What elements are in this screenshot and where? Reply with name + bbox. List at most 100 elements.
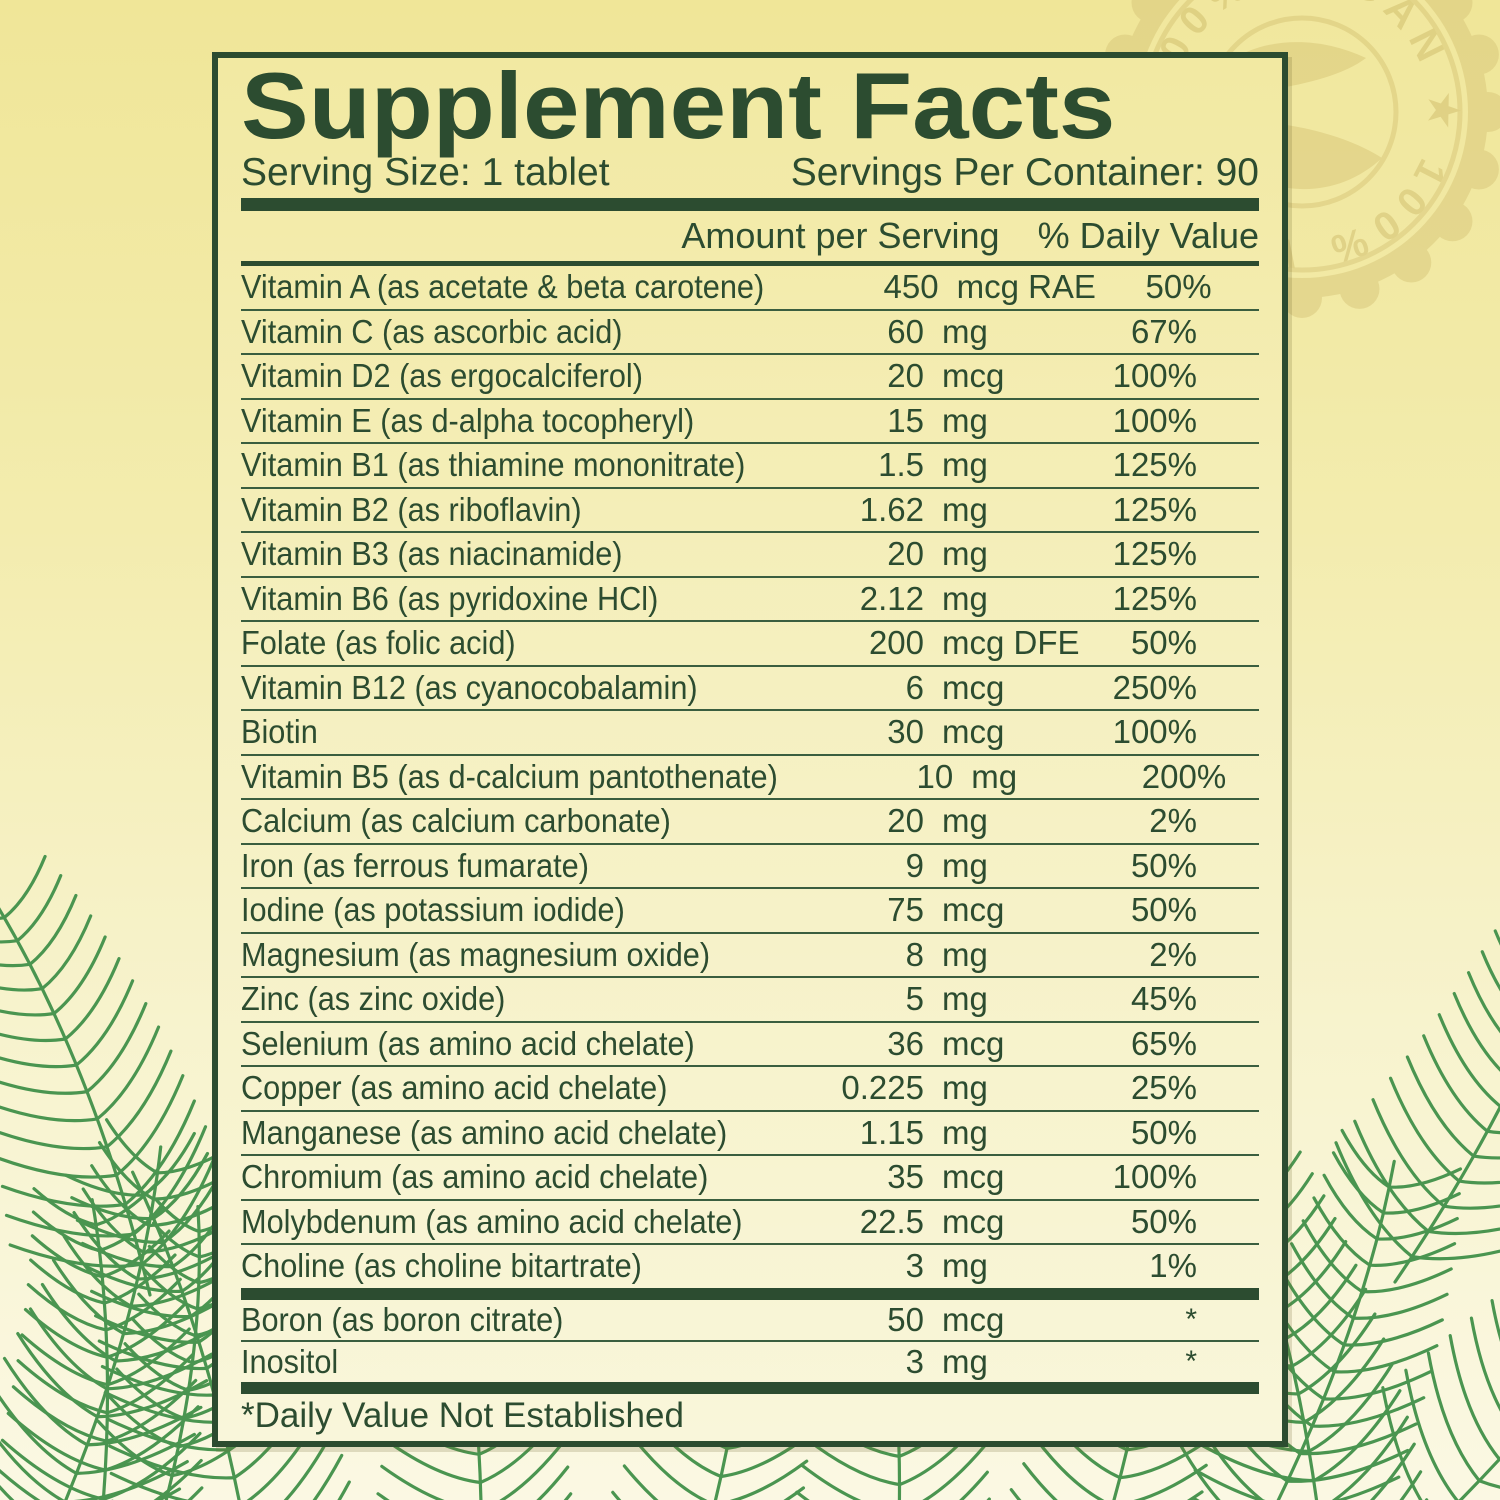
ingredient-daily-value: 100% bbox=[1112, 1158, 1197, 1196]
ingredient-amount: 3 bbox=[905, 1342, 924, 1380]
ingredient-amount: 20 bbox=[887, 535, 924, 573]
ingredient-daily-value: 125% bbox=[1112, 490, 1197, 528]
thick-divider bbox=[241, 1287, 1259, 1300]
table-row: Vitamin B6 (as pyridoxine HCl) 2.12 mg 125% bbox=[241, 575, 1259, 621]
ingredient-unit: mg bbox=[971, 757, 1018, 795]
ingredient-unit: mg bbox=[942, 846, 988, 884]
ingredient-name: Vitamin A (as acetate & beta carotene) bbox=[241, 268, 765, 306]
ingredient-amount: 75 bbox=[887, 891, 924, 929]
ingredient-daily-value: 45% bbox=[1130, 980, 1197, 1018]
serving-info: Serving Size: 1 tablet Servings Per Cont… bbox=[241, 148, 1259, 198]
ingredient-amount: 450 bbox=[883, 268, 939, 306]
table-row: Manganese (as amino acid chelate) 1.15 mg 5… bbox=[241, 1109, 1259, 1155]
ingredient-unit: mg bbox=[942, 579, 988, 617]
ingredient-name: Iodine (as potassium iodide) bbox=[241, 891, 625, 929]
table-row: Boron (as boron citrate) 50 mcg * bbox=[241, 1300, 1259, 1340]
table-row: Copper (as amino acid chelate) 0.225 mg 25% bbox=[241, 1065, 1259, 1110]
ingredient-name: Vitamin B1 (as thiamine mononitrate) bbox=[241, 446, 746, 484]
ingredient-unit: mcg bbox=[942, 713, 1005, 751]
ingredient-name: Choline (as choline bitartrate) bbox=[241, 1247, 642, 1285]
ingredient-unit: mg bbox=[942, 312, 988, 350]
ingredient-unit: mg bbox=[942, 1247, 988, 1285]
ingredient-amount: 35 bbox=[887, 1158, 924, 1196]
ingredient-daily-value: 250% bbox=[1112, 668, 1197, 706]
ingredient-name: Molybdenum (as amino acid chelate) bbox=[241, 1202, 743, 1240]
ingredient-amount: 0.225 bbox=[841, 1069, 924, 1107]
footnote-ingredient-table: Boron (as boron citrate) 50 mcg * Inositol 3 m… bbox=[241, 1300, 1259, 1382]
ingredient-name: Magnesium (as magnesium oxide) bbox=[241, 935, 711, 973]
ingredient-amount: 6 bbox=[905, 668, 924, 706]
ingredient-unit: mg bbox=[942, 1113, 988, 1151]
ingredient-amount: 20 bbox=[887, 357, 924, 395]
table-row: Chromium (as amino acid chelate) 35 mcg 100… bbox=[241, 1154, 1259, 1199]
ingredient-unit: mcg RAE bbox=[956, 268, 1096, 306]
ingredient-name: Selenium (as amino acid chelate) bbox=[241, 1024, 695, 1062]
ingredient-name: Chromium (as amino acid chelate) bbox=[241, 1158, 709, 1196]
table-row: Iodine (as potassium iodide) 75 mcg 50% bbox=[241, 887, 1259, 932]
table-row: Calcium (as calcium carbonate) 20 mg 2% bbox=[241, 798, 1259, 843]
table-row: Biotin 30 mcg 100% bbox=[241, 709, 1259, 754]
ingredient-amount: 1.15 bbox=[859, 1113, 924, 1151]
ingredient-name: Iron (as ferrous fumarate) bbox=[241, 846, 589, 884]
ingredient-daily-value: 125% bbox=[1112, 579, 1197, 617]
ingredient-unit: mg bbox=[942, 935, 988, 973]
ingredient-daily-value: 100% bbox=[1112, 357, 1197, 395]
ingredient-daily-value: 50% bbox=[1130, 1113, 1197, 1151]
ingredient-unit: mcg bbox=[942, 1158, 1005, 1196]
table-row: Vitamin D2 (as ergocalciferol) 20 mcg 100% bbox=[241, 353, 1259, 398]
ingredient-name: Manganese (as amino acid chelate) bbox=[241, 1113, 728, 1151]
ingredient-unit: mg bbox=[942, 1342, 988, 1380]
ingredient-unit: mcg bbox=[942, 1300, 1005, 1338]
ingredient-daily-value: 67% bbox=[1130, 312, 1197, 350]
ingredient-daily-value: * bbox=[1185, 1302, 1197, 1336]
ingredient-unit: mg bbox=[942, 446, 988, 484]
ingredient-amount: 15 bbox=[887, 401, 924, 439]
ingredient-name: Biotin bbox=[241, 713, 318, 751]
table-row: Vitamin B12 (as cyanocobalamin) 6 mcg 250% bbox=[241, 664, 1259, 710]
thick-divider bbox=[241, 198, 1259, 211]
ingredient-amount: 1.62 bbox=[859, 490, 924, 528]
ingredient-amount: 2.12 bbox=[859, 579, 924, 617]
amount-per-serving-header: Amount per Serving bbox=[681, 215, 1000, 256]
table-row: Folate (as folic acid) 200 mcg DFE 50% bbox=[241, 620, 1259, 665]
ingredient-unit: mcg DFE bbox=[942, 624, 1080, 662]
ingredient-unit: mg bbox=[942, 802, 988, 840]
ingredient-name: Calcium (as calcium carbonate) bbox=[241, 802, 671, 840]
ingredient-daily-value: 125% bbox=[1112, 446, 1197, 484]
ingredient-name: Vitamin B12 (as cyanocobalamin) bbox=[241, 668, 698, 706]
ingredient-daily-value: 50% bbox=[1130, 846, 1197, 884]
ingredient-daily-value: 100% bbox=[1112, 401, 1197, 439]
ingredient-amount: 3 bbox=[905, 1247, 924, 1285]
servings-per-container-text: Servings Per Container: 90 bbox=[790, 151, 1259, 194]
ingredient-unit: mcg bbox=[942, 891, 1005, 929]
ingredient-daily-value: 100% bbox=[1112, 713, 1197, 751]
ingredient-daily-value: 2% bbox=[1149, 935, 1197, 973]
table-row: Molybdenum (as amino acid chelate) 22.5 mc… bbox=[241, 1198, 1259, 1244]
ingredient-unit: mg bbox=[942, 490, 988, 528]
table-row: Vitamin C (as ascorbic acid) 60 mg 67% bbox=[241, 308, 1259, 354]
ingredient-name: Vitamin D2 (as ergocalciferol) bbox=[241, 357, 643, 395]
ingredient-daily-value: 50% bbox=[1145, 268, 1212, 306]
ingredient-daily-value: 50% bbox=[1130, 624, 1197, 662]
thick-divider bbox=[241, 1381, 1259, 1394]
table-row: Vitamin B1 (as thiamine mononitrate) 1.5 m… bbox=[241, 442, 1259, 487]
ingredient-daily-value: 125% bbox=[1112, 535, 1197, 573]
ingredient-name: Vitamin C (as ascorbic acid) bbox=[241, 312, 623, 350]
ingredient-amount: 200 bbox=[868, 624, 924, 662]
ingredient-daily-value: 25% bbox=[1130, 1069, 1197, 1107]
supplement-facts-panel: Supplement Facts Serving Size: 1 tablet … bbox=[212, 52, 1288, 1447]
table-row: Magnesium (as magnesium oxide) 8 mg 2% bbox=[241, 931, 1259, 977]
ingredient-amount: 1.5 bbox=[878, 446, 924, 484]
ingredient-amount: 50 bbox=[887, 1300, 924, 1338]
table-row: Vitamin A (as acetate & beta carotene) 45… bbox=[241, 266, 1259, 309]
ingredient-amount: 22.5 bbox=[859, 1202, 924, 1240]
header-divider bbox=[241, 261, 1259, 266]
ingredient-table: Vitamin A (as acetate & beta carotene) 45… bbox=[241, 266, 1259, 1288]
ingredient-name: Inositol bbox=[241, 1342, 339, 1380]
table-row: Vitamin B5 (as d-calcium pantothenate) 10… bbox=[241, 753, 1259, 799]
table-row: Choline (as choline bitartrate) 3 mg 1% bbox=[241, 1243, 1259, 1288]
table-row: Vitamin B3 (as niacinamide) 20 mg 125% bbox=[241, 531, 1259, 576]
table-row: Iron (as ferrous fumarate) 9 mg 50% bbox=[241, 842, 1259, 888]
ingredient-daily-value: 1% bbox=[1149, 1247, 1197, 1285]
